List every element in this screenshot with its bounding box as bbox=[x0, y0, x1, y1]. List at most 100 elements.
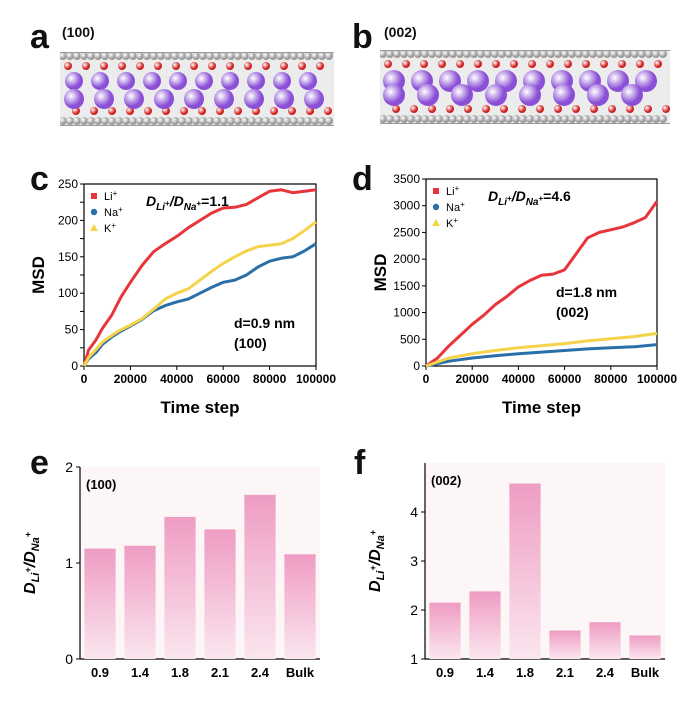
bar-bulk bbox=[629, 635, 661, 659]
oxygen-atom bbox=[162, 107, 170, 115]
graphene-atom bbox=[428, 115, 436, 123]
graphene-atom bbox=[143, 117, 151, 125]
ion-atom bbox=[273, 72, 291, 90]
oxygen-atom bbox=[82, 62, 90, 70]
oxygen-atom bbox=[590, 105, 598, 113]
ion-atom bbox=[195, 72, 213, 90]
ion-atom bbox=[154, 89, 174, 109]
graphene-atom bbox=[596, 51, 604, 58]
panel-letter-a: a bbox=[30, 18, 49, 56]
graphene-atom bbox=[512, 115, 520, 123]
graphene-atom bbox=[638, 115, 646, 123]
graphene-atom bbox=[276, 53, 284, 60]
oxygen-atom bbox=[564, 60, 572, 68]
y-tick-label: 50 bbox=[65, 323, 79, 337]
graphene-atom bbox=[129, 117, 137, 125]
y-tick-label: 0 bbox=[71, 359, 78, 373]
graphene-atom bbox=[269, 53, 277, 60]
ion-atom bbox=[587, 84, 609, 106]
ion-atom bbox=[124, 89, 144, 109]
oxygen-atom bbox=[572, 105, 580, 113]
graphene-atom bbox=[617, 51, 625, 58]
panel-letter-c: c bbox=[30, 160, 49, 198]
graphene-atom bbox=[414, 115, 422, 123]
oxygen-atom bbox=[536, 105, 544, 113]
graphene-atom bbox=[393, 115, 401, 123]
x-tick-label: 0.9 bbox=[91, 665, 109, 680]
annotation-line: (100) bbox=[234, 335, 267, 351]
oxygen-atom bbox=[428, 105, 436, 113]
x-axis-label: Time step bbox=[160, 398, 239, 417]
x-tick-label: 0 bbox=[81, 372, 88, 386]
graphene-atom bbox=[227, 117, 235, 125]
oxygen-atom bbox=[288, 107, 296, 115]
oxygen-atom bbox=[456, 60, 464, 68]
graphene-atom bbox=[60, 53, 67, 60]
x-tick-label: 1.4 bbox=[476, 665, 495, 680]
oxygen-atom bbox=[438, 60, 446, 68]
graphene-atom bbox=[178, 117, 186, 125]
ion-atom bbox=[467, 70, 489, 92]
graphene-atom bbox=[283, 53, 291, 60]
graphene-atom bbox=[136, 117, 144, 125]
oxygen-atom bbox=[392, 105, 400, 113]
graphene-atom bbox=[407, 51, 415, 58]
graphene-atom bbox=[491, 51, 499, 58]
graphene-atom bbox=[66, 117, 74, 125]
legend-marker-k bbox=[90, 224, 98, 231]
graphene-atom bbox=[150, 117, 158, 125]
y-tick-label: 0 bbox=[413, 359, 420, 373]
graphene-atom bbox=[554, 115, 562, 123]
oxygen-atom bbox=[324, 107, 332, 115]
graphene-atom bbox=[297, 53, 305, 60]
oxygen-atom bbox=[262, 62, 270, 70]
graphene-atom bbox=[624, 115, 632, 123]
graphene-atom bbox=[603, 115, 611, 123]
panel-letter-b: b bbox=[352, 18, 373, 56]
ion-atom bbox=[94, 89, 114, 109]
graphene-atom bbox=[185, 53, 193, 60]
y-tick-label: 3 bbox=[410, 553, 418, 569]
series-line-li bbox=[82, 188, 317, 367]
ion-atom bbox=[244, 89, 264, 109]
x-tick-label: Bulk bbox=[286, 665, 315, 680]
graphene-atom bbox=[631, 115, 639, 123]
graphene-atom bbox=[568, 115, 576, 123]
oxygen-atom bbox=[198, 107, 206, 115]
ion-atom bbox=[451, 84, 473, 106]
bar-2.1 bbox=[204, 529, 236, 659]
facet-label: (002) bbox=[431, 473, 461, 488]
x-tick-label: 20000 bbox=[456, 372, 490, 386]
oxygen-atom bbox=[626, 105, 634, 113]
graphene-atom bbox=[442, 115, 450, 123]
y-tick-label: 2000 bbox=[393, 252, 420, 266]
graphene-atom bbox=[220, 117, 228, 125]
panel-letter-e: e bbox=[30, 444, 49, 482]
ion-atom bbox=[299, 72, 317, 90]
x-tick-label: 1.4 bbox=[131, 665, 150, 680]
y-tick-label: 200 bbox=[58, 213, 78, 227]
graphene-atom bbox=[652, 115, 660, 123]
graphene-atom bbox=[255, 117, 263, 125]
annotation-line: (002) bbox=[556, 304, 589, 320]
graphene-atom bbox=[199, 53, 207, 60]
graphene-atom bbox=[380, 115, 387, 123]
graphene-atom bbox=[575, 115, 583, 123]
graphene-atom bbox=[617, 115, 625, 123]
graphene-atom bbox=[290, 53, 298, 60]
oxygen-atom bbox=[190, 62, 198, 70]
oxygen-atom bbox=[234, 107, 242, 115]
oxygen-atom bbox=[72, 107, 80, 115]
ion-atom bbox=[184, 89, 204, 109]
graphene-atom bbox=[547, 51, 555, 58]
plot-background bbox=[425, 463, 665, 659]
graphene-atom bbox=[66, 53, 74, 60]
graphene-atom bbox=[533, 115, 541, 123]
graphene-atom bbox=[73, 117, 81, 125]
graphene-atom bbox=[192, 53, 200, 60]
graphene-atom bbox=[241, 117, 249, 125]
ion-atom bbox=[214, 89, 234, 109]
graphene-atom bbox=[101, 117, 109, 125]
oxygen-atom bbox=[216, 107, 224, 115]
graphene-atom bbox=[276, 117, 284, 125]
